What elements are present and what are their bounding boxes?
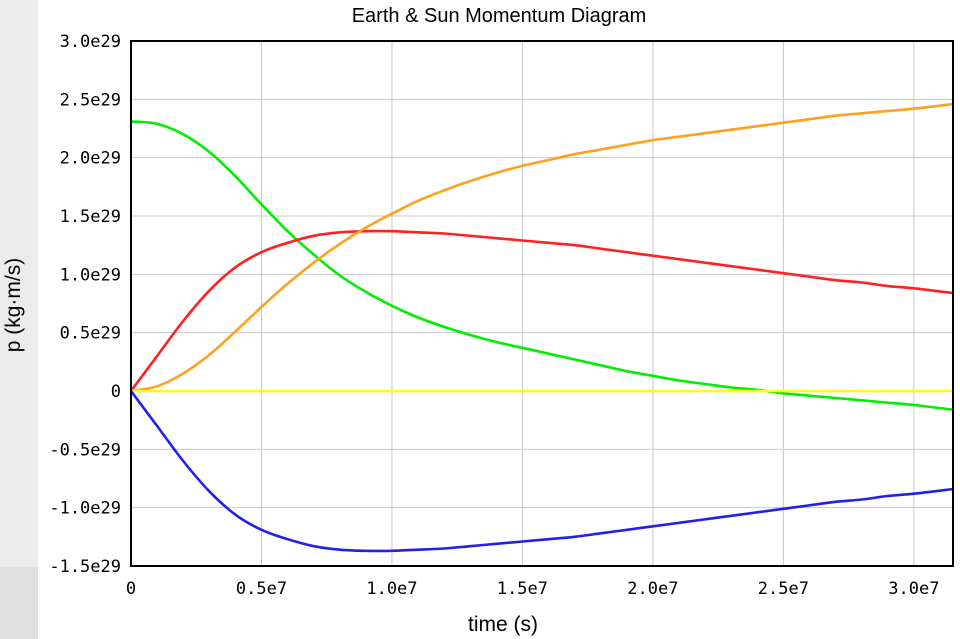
y-tick-label: 2.0e29 [60,149,121,169]
series-line-2 [130,102,954,393]
x-tick-label: 2.5e7 [758,579,809,599]
x-axis-label: time (s) [468,613,538,636]
x-tick-label: 2.0e7 [627,579,678,599]
y-tick-label: -1.0e29 [49,499,121,519]
plot-area [131,41,953,566]
x-tick-label: 3.0e7 [888,579,939,599]
chart-title: Earth & Sun Momentum Diagram [352,5,647,27]
y-tick-labels: 3.0e29 2.5e29 2.0e29 1.5e29 1.0e29 0.5e29 0 -0.… [49,32,121,577]
corner-panel [0,567,38,639]
y-tick-label: 1.0e29 [60,265,121,285]
series-line-4 [129,390,954,553]
x-tick-label: 0.5e7 [236,579,287,599]
y-tick-label: 2.5e29 [60,90,121,110]
y-tick-label: 0 [111,382,121,402]
left-side-panel [0,0,38,639]
series-line-0 [130,120,954,411]
y-tick-label: 1.5e29 [60,207,121,227]
x-tick-label: 1.0e7 [366,579,417,599]
x-tick-label: 0 [126,579,136,599]
y-tick-label: 3.0e29 [60,32,121,52]
y-tick-label: 0.5e29 [60,324,121,344]
y-tick-label: -1.5e29 [49,557,121,577]
series-line-1 [129,229,954,392]
x-tick-label: 1.5e7 [497,579,548,599]
series-lines [129,102,954,553]
y-axis-label: p (kg·m/s) [2,258,25,353]
plot-frame [130,40,954,567]
x-tick-labels: 0 0.5e7 1.0e7 1.5e7 2.0e7 2.5e7 3.0e7 [126,579,940,599]
y-tick-label: -0.5e29 [49,440,121,460]
